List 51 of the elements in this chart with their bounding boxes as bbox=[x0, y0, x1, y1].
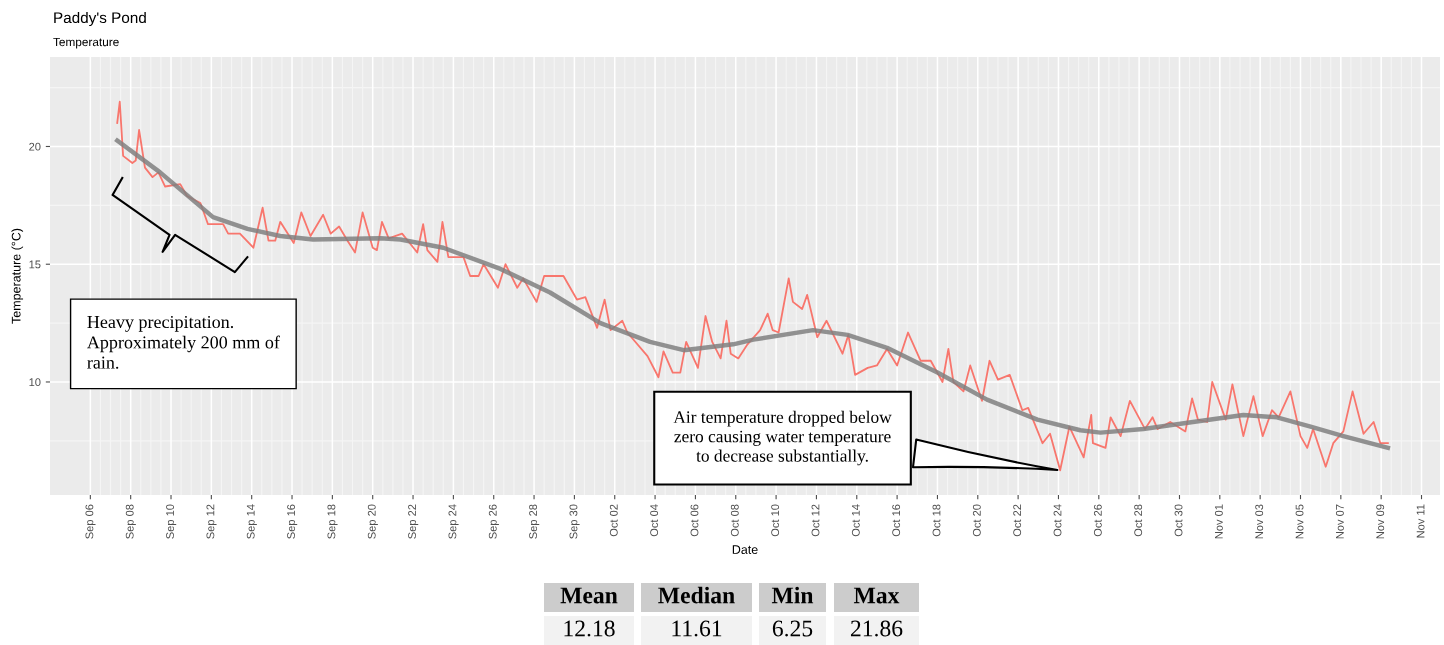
text: Median bbox=[658, 586, 735, 604]
x-tick-label: Sep 18 bbox=[327, 504, 338, 539]
x-tick-label: Sep 12 bbox=[206, 504, 217, 539]
x-tick-label: Nov 11 bbox=[1416, 504, 1425, 538]
x-tick-label: Oct 10 bbox=[771, 504, 780, 537]
x-tick-label: Oct 26 bbox=[1093, 504, 1102, 537]
x-axis-title: Date bbox=[732, 545, 758, 554]
x-tick-label: Oct 18 bbox=[932, 504, 941, 537]
text: 6.25 bbox=[772, 620, 813, 637]
x-tick-label: Oct 12 bbox=[811, 504, 820, 537]
x-tick-label: Oct 28 bbox=[1134, 504, 1143, 537]
x-tick-label: Oct 02 bbox=[609, 504, 618, 537]
chart-subtitle: Temperature bbox=[53, 37, 119, 49]
x-tick-label: Sep 06 bbox=[85, 504, 96, 539]
x-tick-label: Oct 08 bbox=[730, 504, 739, 537]
x-tick-label: Sep 16 bbox=[287, 504, 298, 539]
x-tick-label: Sep 10 bbox=[166, 504, 177, 539]
text: 21.86 bbox=[850, 620, 903, 637]
x-tick-label: Oct 20 bbox=[972, 504, 981, 537]
y-tick-label: 15 bbox=[29, 260, 41, 269]
annotation: Air temperature dropped below zero causing water temperature to decrease substantially. bbox=[673, 410, 892, 466]
x-tick-label: Oct 24 bbox=[1053, 504, 1062, 537]
x-tick-label: Sep 14 bbox=[246, 504, 257, 539]
x-tick-label: Oct 06 bbox=[690, 504, 699, 537]
x-tick-label: Nov 05 bbox=[1295, 504, 1304, 539]
x-tick-label: Oct 04 bbox=[650, 504, 659, 537]
y-tick-label: 10 bbox=[29, 378, 41, 387]
x-tick-label: Oct 14 bbox=[851, 504, 860, 537]
text: 12.18 bbox=[564, 620, 615, 637]
text: Mean bbox=[560, 587, 618, 604]
y-tick-label: 20 bbox=[29, 142, 41, 151]
text: 11.61 bbox=[672, 620, 722, 637]
x-tick-label: Sep 26 bbox=[488, 504, 499, 539]
x-tick-label: Nov 09 bbox=[1376, 504, 1385, 539]
x-tick-label: Nov 01 bbox=[1214, 504, 1223, 539]
x-tick-label: Sep 24 bbox=[448, 504, 459, 539]
x-tick-label: Sep 20 bbox=[367, 504, 378, 539]
x-tick-label: Sep 28 bbox=[529, 504, 540, 539]
annotation: Heavy precipitation. Approximately 200 mm of rain. bbox=[87, 315, 280, 369]
text: Min bbox=[771, 586, 814, 604]
x-tick-label: Oct 22 bbox=[1013, 504, 1022, 537]
x-tick-label: Oct 16 bbox=[892, 504, 901, 537]
x-tick-label: Nov 07 bbox=[1335, 504, 1344, 539]
chart-title: Paddy's Pond bbox=[54, 11, 146, 27]
x-tick-label: Sep 30 bbox=[569, 504, 580, 539]
x-tick-label: Oct 30 bbox=[1174, 504, 1183, 537]
text: Max bbox=[853, 587, 900, 604]
x-tick-label: Nov 03 bbox=[1255, 504, 1264, 539]
x-tick-label: Sep 22 bbox=[408, 504, 419, 539]
x-tick-label: Sep 08 bbox=[125, 504, 136, 539]
y-axis-title: Temperature (°C) bbox=[11, 228, 24, 324]
